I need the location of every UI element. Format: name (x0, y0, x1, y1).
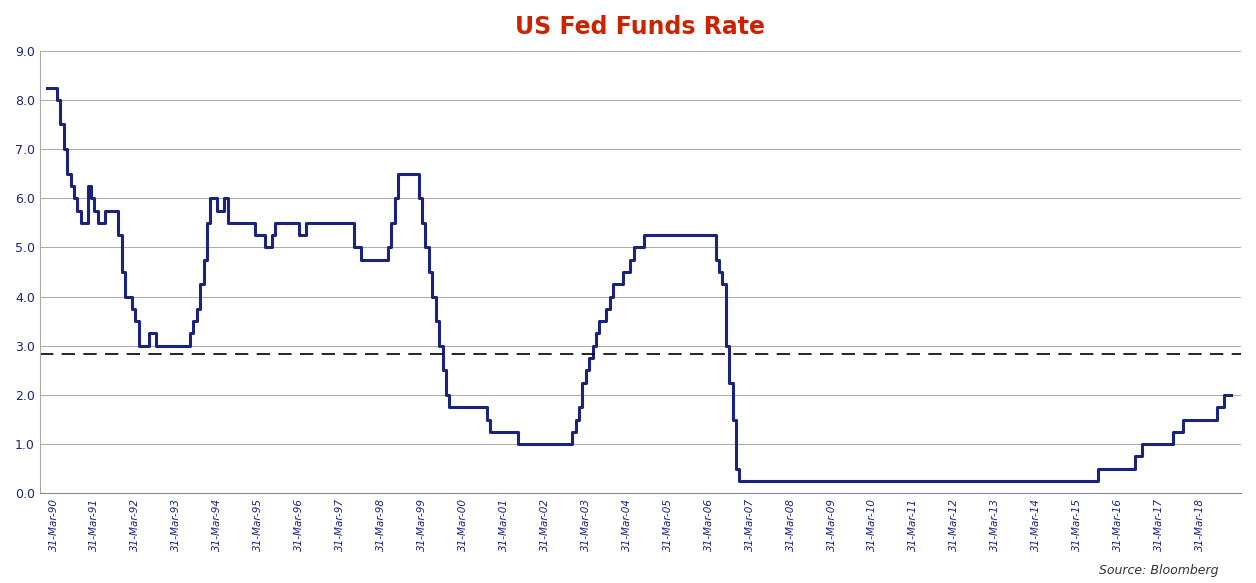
Title: US Fed Funds Rate: US Fed Funds Rate (515, 15, 765, 39)
Text: Source: Bloomberg: Source: Bloomberg (1099, 564, 1218, 577)
